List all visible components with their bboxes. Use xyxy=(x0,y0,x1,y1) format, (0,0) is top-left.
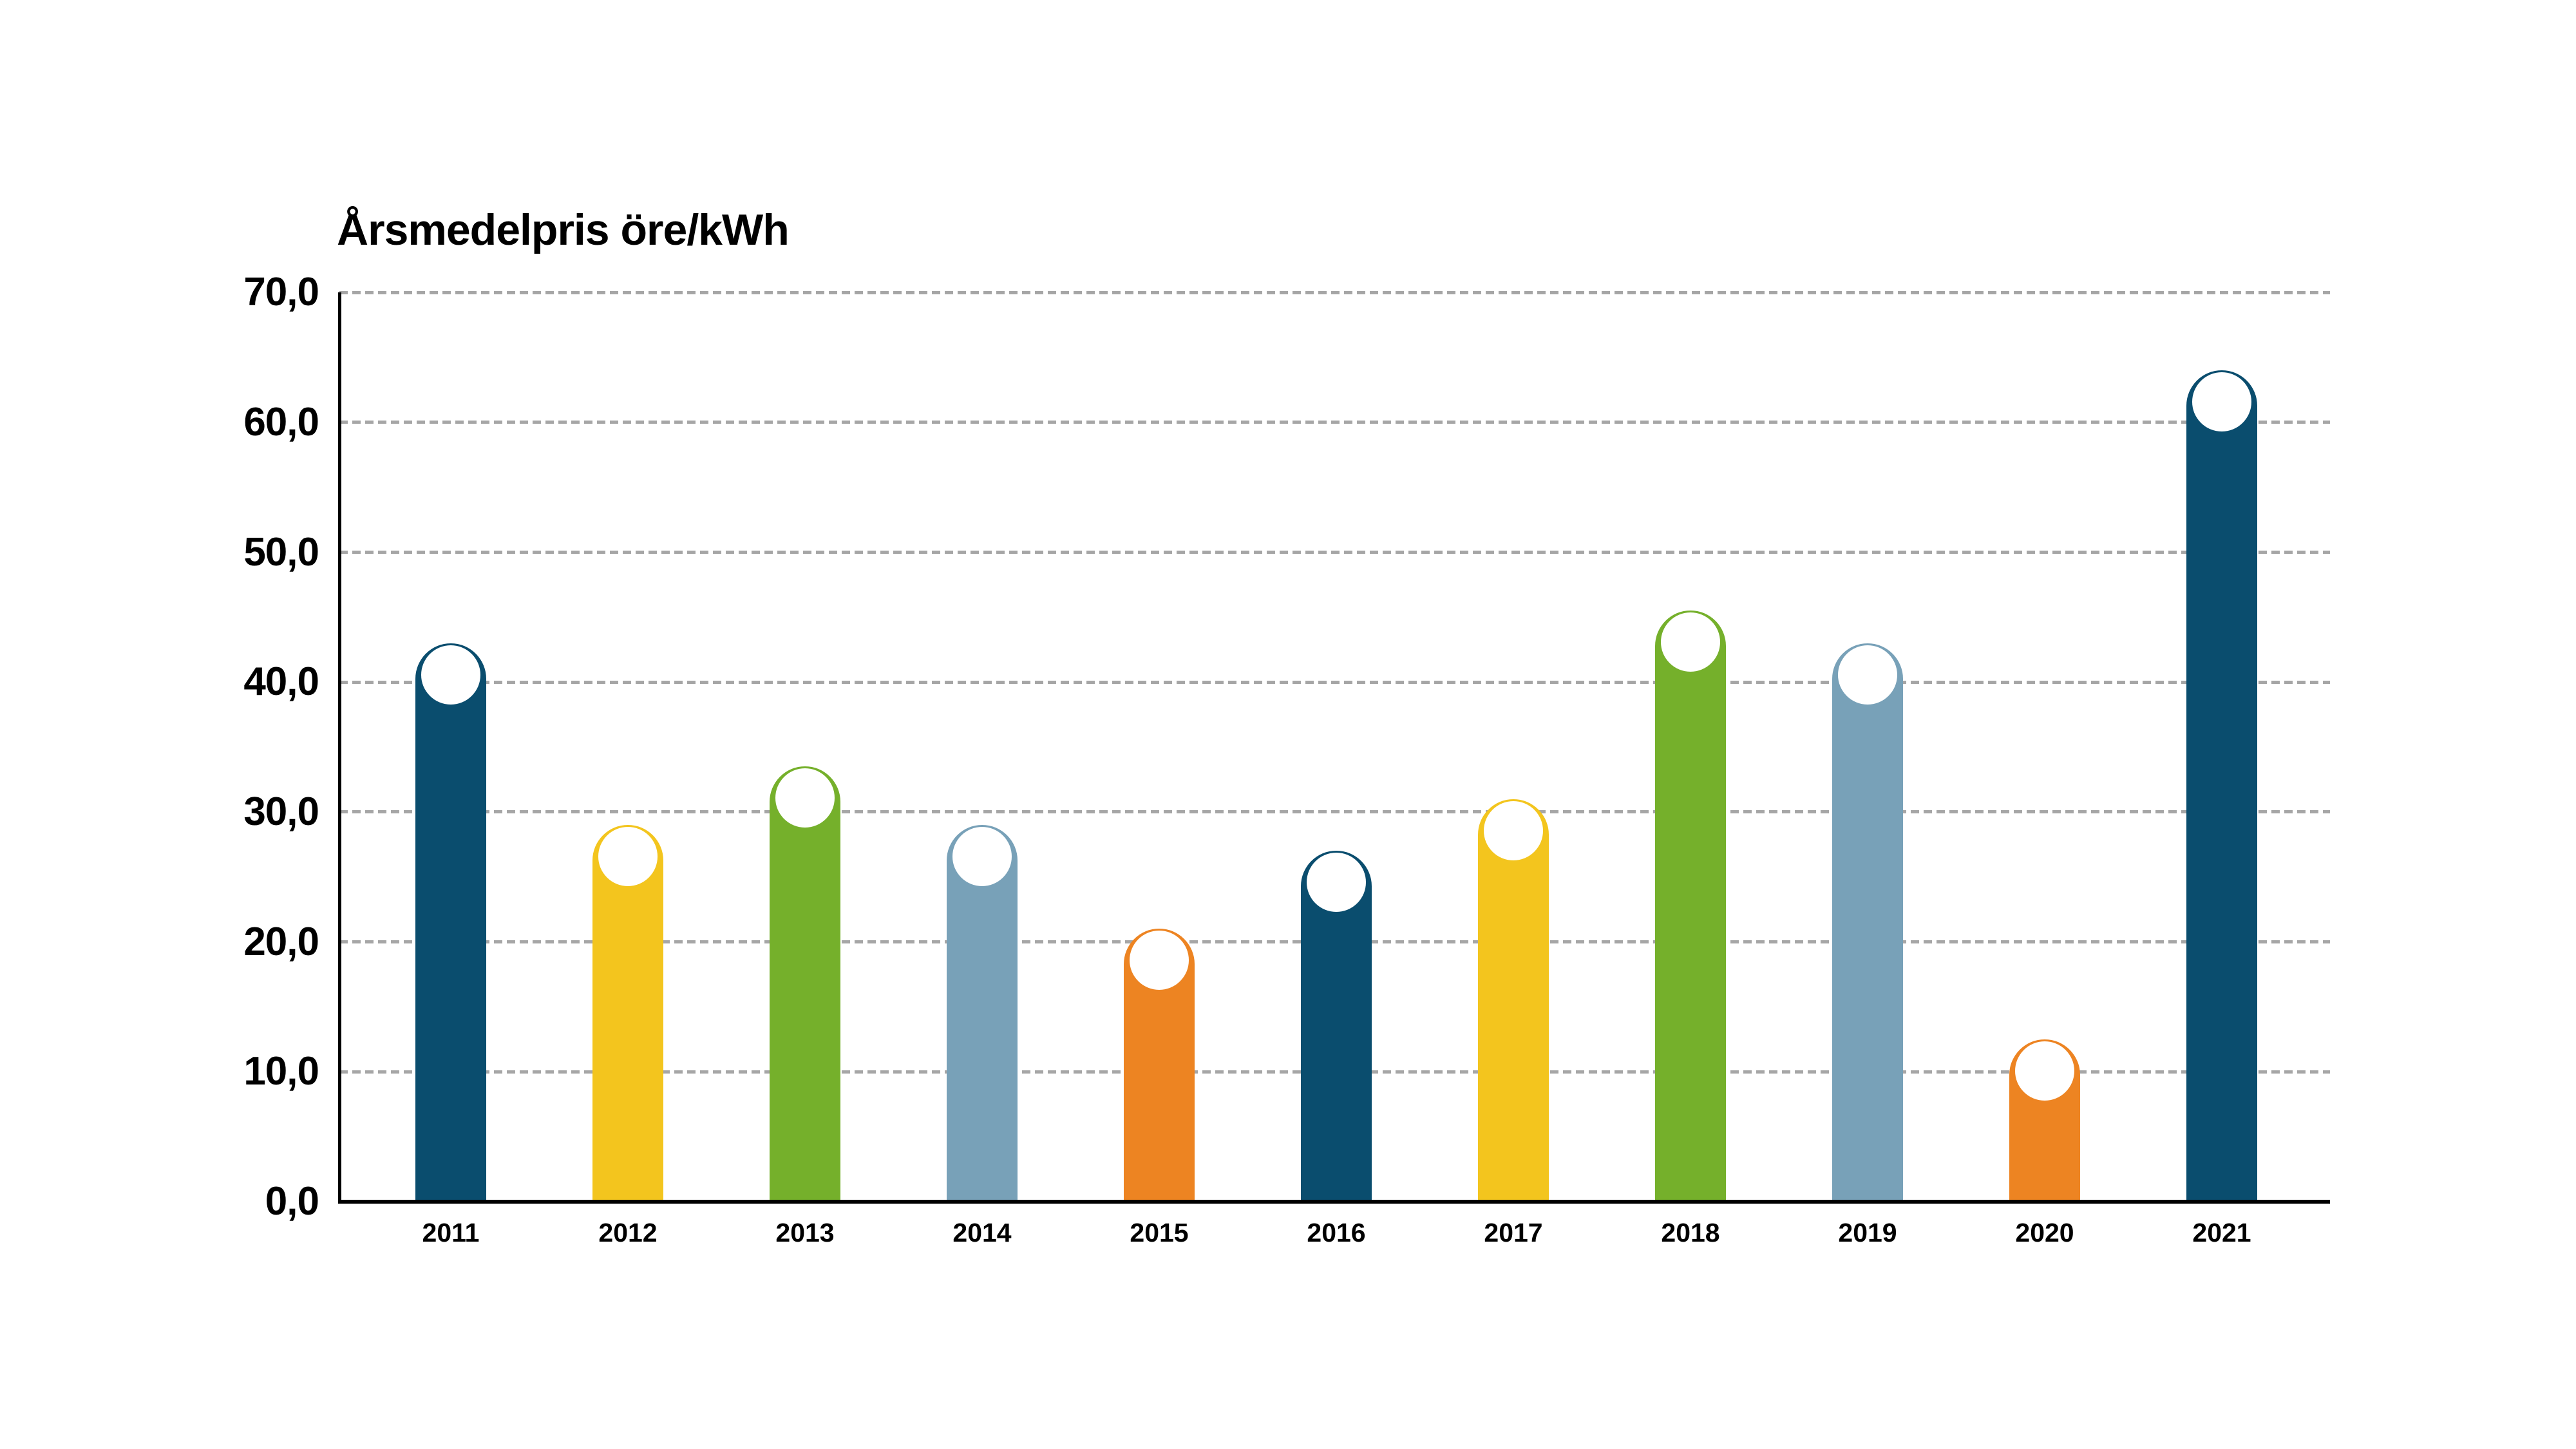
y-axis-label-0: 0,0 xyxy=(265,1179,319,1224)
x-axis-label-2012: 2012 xyxy=(598,1218,658,1247)
x-axis-line xyxy=(338,1200,2330,1204)
x-axis-label-2017: 2017 xyxy=(1484,1218,1543,1247)
bar-top-circle-2014 xyxy=(952,827,1012,887)
bar-2017 xyxy=(1478,799,1549,1202)
x-axis-label-2011: 2011 xyxy=(422,1218,480,1247)
bar-top-circle-2021 xyxy=(2192,372,2251,432)
y-axis-label-70: 70,0 xyxy=(243,270,319,315)
y-axis-label-30: 30,0 xyxy=(243,789,319,834)
x-axis-label-2015: 2015 xyxy=(1130,1218,1189,1247)
bar-top-circle-2015 xyxy=(1130,931,1189,990)
bar-2021 xyxy=(2186,370,2257,1202)
x-axis-label-2018: 2018 xyxy=(1661,1218,1720,1247)
bar-2011 xyxy=(415,643,486,1202)
x-axis-label-2019: 2019 xyxy=(1838,1218,1897,1247)
x-axis-label-2014: 2014 xyxy=(952,1218,1012,1247)
gridline-50 xyxy=(339,551,2330,554)
bar-top-circle-2017 xyxy=(1484,800,1543,860)
bar-2015 xyxy=(1124,929,1195,1202)
y-axis-label-40: 40,0 xyxy=(243,659,319,705)
y-axis-line xyxy=(338,292,341,1204)
x-axis-label-2021: 2021 xyxy=(2192,1218,2251,1247)
bar-2018 xyxy=(1655,611,1726,1202)
chart-title: Årsmedelpris öre/kWh xyxy=(337,205,790,254)
bar-top-circle-2012 xyxy=(598,827,658,887)
bar-2016 xyxy=(1301,851,1372,1202)
y-axis-label-10: 10,0 xyxy=(243,1049,319,1094)
gridline-30 xyxy=(339,810,2330,814)
bar-2014 xyxy=(947,825,1018,1202)
bar-2020 xyxy=(2009,1039,2080,1202)
bar-top-circle-2019 xyxy=(1838,645,1897,705)
gridline-40 xyxy=(339,680,2330,684)
bar-top-circle-2016 xyxy=(1307,853,1366,913)
y-axis-label-20: 20,0 xyxy=(243,919,319,964)
bar-2012 xyxy=(592,825,663,1202)
y-axis-label-60: 60,0 xyxy=(243,399,319,444)
bar-2019 xyxy=(1832,643,1903,1202)
x-axis-label-2020: 2020 xyxy=(2015,1218,2074,1247)
gridline-70 xyxy=(339,290,2330,294)
x-axis-label-2013: 2013 xyxy=(775,1218,835,1247)
bar-2013 xyxy=(770,766,840,1202)
bar-top-circle-2018 xyxy=(1661,612,1720,672)
bar-top-circle-2013 xyxy=(775,768,835,828)
gridline-60 xyxy=(339,421,2330,424)
y-axis-label-50: 50,0 xyxy=(243,529,319,574)
bar-top-circle-2020 xyxy=(2015,1041,2074,1101)
x-axis-label-2016: 2016 xyxy=(1307,1218,1366,1247)
bar-top-circle-2011 xyxy=(421,645,480,705)
